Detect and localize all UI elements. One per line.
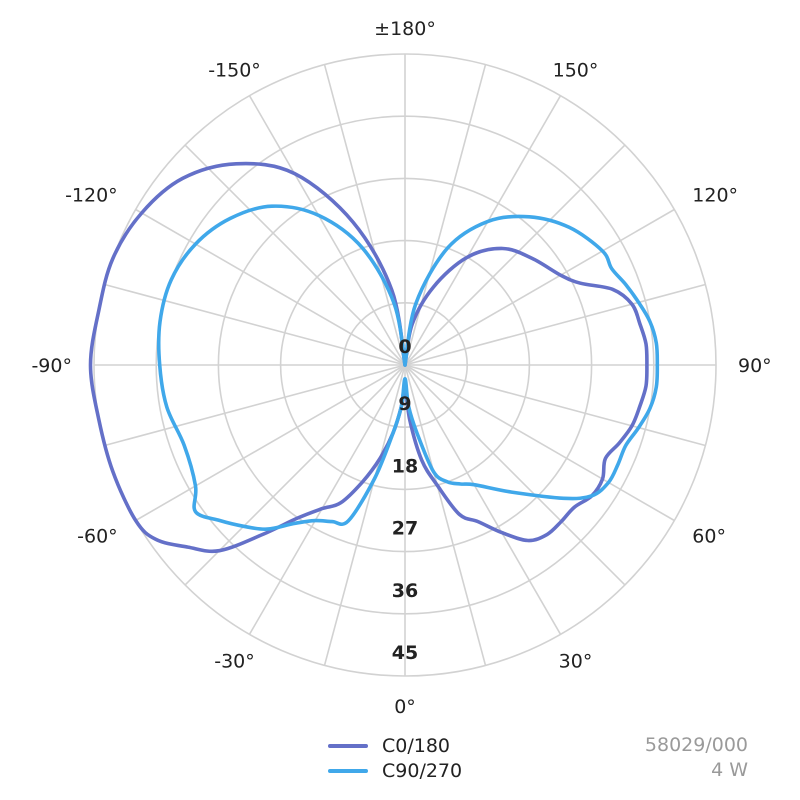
angle-tick-label: 90° [738,355,772,377]
angle-tick-label: -120° [65,185,118,207]
grid-spoke [135,364,406,522]
radial-tick-label: 27 [392,518,418,540]
radial-tick-label: 9 [398,393,411,415]
label-layer: ±180° 150° 120° 90° 60° 30° 0° -30° -60° -90° -120… [31,18,771,718]
radial-tick-label: 36 [392,580,418,602]
legend-swatch [328,743,368,748]
product-code: 58029/000 [644,734,748,756]
legend-swatch [328,768,368,773]
angle-tick-label: -30° [214,650,255,672]
angle-tick-label: 150° [553,60,599,82]
angle-tick-label: 30° [559,650,593,672]
series-line-c0-180 [88,161,649,554]
grid-spoke [135,208,406,366]
legend-label: C0/180 [382,734,451,757]
series-layer [88,161,660,554]
angle-tick-label: 60° [692,526,726,548]
grid-spoke [404,364,487,666]
radial-tick-label: 0 [398,336,411,358]
grid-spoke [248,95,406,366]
legend-item-c0-180: C0/180 [328,733,462,758]
grid-spoke [184,144,406,366]
grid-spoke [404,364,562,635]
grid-spoke [404,283,706,366]
grid-spoke [404,364,675,522]
angle-tick-label: ±180° [374,18,436,40]
product-power: 4 W [711,759,748,781]
polar-grid [93,53,717,677]
grid-spoke [404,208,675,366]
grid-spoke [323,64,406,366]
radial-tick-label: 18 [392,455,418,477]
angle-tick-label: 120° [692,185,738,207]
legend-item-c90-270: C90/270 [328,758,462,783]
grid-spoke [404,144,626,366]
grid-spoke [323,364,406,666]
grid-spoke [248,364,406,635]
grid-spoke [184,364,406,586]
angle-tick-label: 0° [394,696,416,718]
grid-spoke [404,364,706,447]
angle-tick-label: -150° [208,60,261,82]
angle-tick-label: -60° [77,526,118,548]
radial-tick-label: 45 [392,642,418,664]
legend-label: C90/270 [382,759,463,782]
angle-tick-label: -90° [31,355,72,377]
grid-spoke [104,283,406,366]
product-info: 58029/000 4 W [645,733,748,783]
grid-spoke [404,364,626,586]
series-line-c90-270 [156,204,660,531]
grid-spoke [404,64,487,366]
grid-spoke [404,95,562,366]
grid-spoke [104,364,406,447]
legend: C0/180 C90/270 [328,733,462,783]
